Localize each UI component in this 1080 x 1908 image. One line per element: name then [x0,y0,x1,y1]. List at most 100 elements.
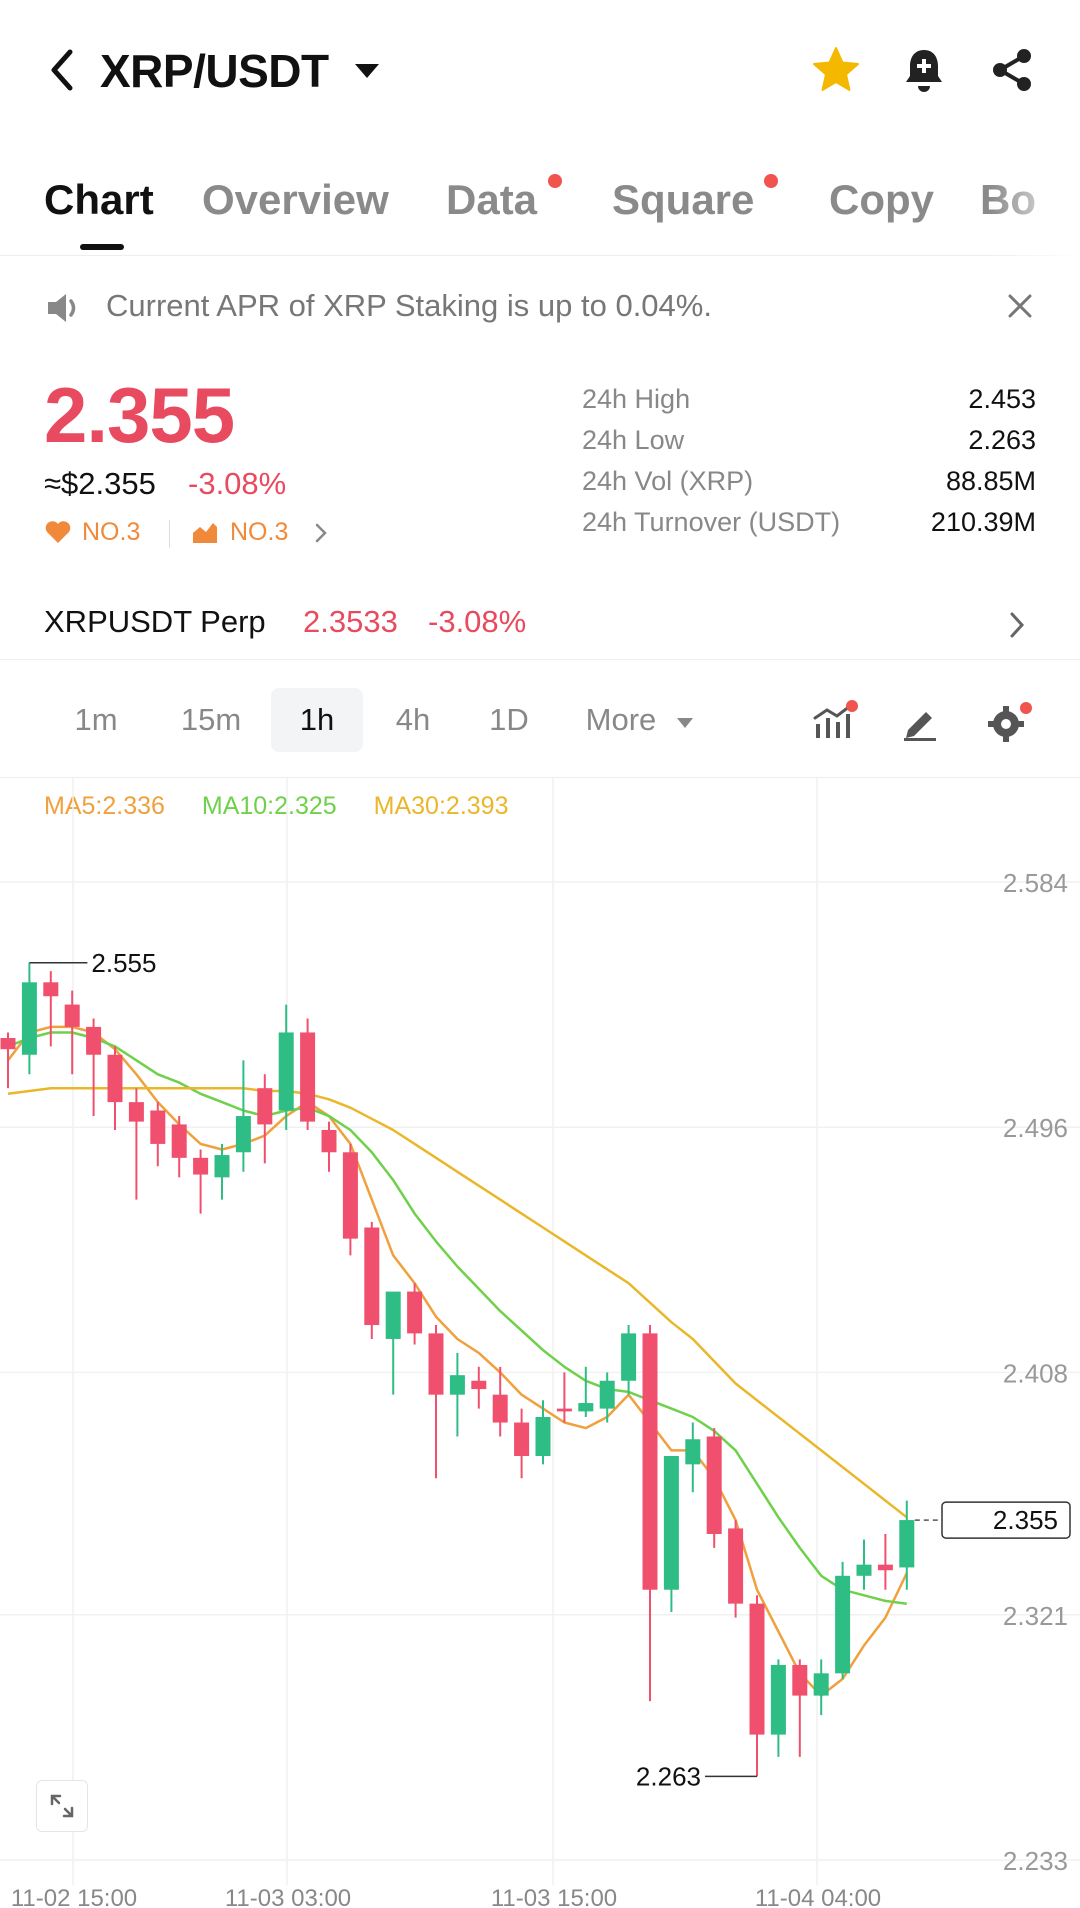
candle [770,1659,786,1757]
y-tick-label: 2.321 [1003,1601,1068,1631]
candle [428,1325,444,1479]
stat-label-turnover: 24h Turnover (USDT) [582,507,841,537]
candle [300,1018,316,1130]
low-price-label: 2.263 [636,1761,701,1791]
x-tick-label: 11-02 15:00 [11,1885,137,1908]
tab-copy[interactable]: Copy [829,176,934,223]
stat-label-high: 24h High [582,384,691,414]
candle [856,1539,872,1590]
chevron-right-icon[interactable] [314,522,328,544]
ma30-label: MA30:2.393 [373,792,509,820]
ma5-label: MA5:2.336 [44,792,165,820]
y-tick-label: 2.496 [1003,1113,1068,1143]
candle [471,1366,487,1409]
share-button[interactable] [986,44,1038,96]
candle-body [21,982,37,1055]
candle-body [749,1603,765,1735]
caret-down-icon[interactable] [352,60,382,82]
high-price-label: 2.555 [91,948,156,978]
draw-icon[interactable] [900,702,940,742]
rank-divider [169,520,170,548]
timeframe-4h[interactable]: 4h [395,702,431,737]
fullscreen-button[interactable] [36,1780,88,1832]
candle [171,1116,187,1178]
active-tab-indicator [80,244,124,250]
trending-rank-icon [193,523,217,543]
tab-chart[interactable]: Chart [44,176,154,223]
candle [514,1408,530,1479]
indicators-icon[interactable] [812,700,858,740]
x-tick-label: 11-03 15:00 [491,1885,617,1908]
candle-body [128,1102,144,1122]
candle-body [342,1152,358,1239]
candle [193,1149,209,1214]
price-alert-button[interactable] [898,44,950,96]
rank-badge-1[interactable]: NO.3 [82,518,141,546]
candle [407,1283,423,1345]
candle [792,1659,808,1757]
header: XRP/USDT [0,0,1080,140]
caret-down-icon[interactable] [676,717,694,729]
timeframe-15m[interactable]: 15m [180,702,242,737]
ma10-label: MA10:2.325 [201,792,337,820]
candle [107,1046,123,1130]
timeframe-1m[interactable]: 1m [74,702,118,737]
last-price: 2.355 [44,371,235,459]
candle [150,1102,166,1167]
perp-row[interactable]: XRPUSDT Perp 2.3533 -3.08% [0,590,1080,660]
favorite-button[interactable] [810,44,862,96]
candle-body [150,1110,166,1144]
pair-title[interactable]: XRP/USDT [100,45,329,97]
x-tick-label: 11-03 03:00 [225,1885,351,1908]
perp-price: 2.3533 [303,604,398,639]
tab-square-dot [764,174,778,188]
candle [43,971,59,1047]
speaker-icon [48,294,76,322]
notice-bar[interactable]: Current APR of XRP Staking is up to 0.04… [0,278,1080,338]
tab-data-dot [548,174,562,188]
candle [492,1366,508,1437]
tab-fade [990,160,1080,256]
rank-badge-2[interactable]: NO.3 [230,518,289,546]
tab-data[interactable]: Data [446,176,538,223]
settings-icon[interactable] [986,700,1034,744]
candle-body [835,1575,851,1674]
candle [835,1561,851,1679]
candle [257,1074,273,1164]
expand-icon [50,1794,74,1818]
timeframe-1d[interactable]: 1D [489,702,529,737]
candle [278,1004,294,1130]
price-change: -3.08% [188,466,287,501]
chart-svg[interactable]: 2.584 2.496 2.408 2.321 2.233 11-02 15:00 11-0… [0,778,1080,1908]
perp-name: XRPUSDT Perp [44,604,266,639]
stat-value-high: 2.453 [968,384,1036,414]
candle-body [856,1564,872,1576]
ma-line-ma10 [7,1031,907,1605]
back-button[interactable] [40,44,84,96]
y-tick-label: 2.233 [1003,1846,1068,1876]
candle [64,990,80,1075]
candle-body [514,1422,530,1456]
timeframe-bar: 1m 15m 1h 4h 1D More [0,660,1080,778]
tab-overview[interactable]: Overview [202,176,389,223]
candle-body [599,1380,615,1409]
candle [556,1372,572,1423]
candle [535,1400,551,1465]
candle [578,1366,594,1417]
ma-line-ma5 [7,1025,908,1697]
candle [749,1595,765,1777]
stat-value-turnover: 210.39M [930,507,1036,537]
timeframe-1h[interactable]: 1h [271,688,363,752]
candle-body [899,1520,915,1568]
candle-body [449,1375,465,1395]
candle [364,1221,380,1339]
back-icon [51,49,73,91]
candle [599,1372,615,1423]
candlestick-chart[interactable]: 2.584 2.496 2.408 2.321 2.233 11-02 15:00 11-0… [0,778,1080,1908]
candle-body [407,1291,423,1334]
candle [642,1325,658,1702]
timeframe-more[interactable]: More [585,702,657,737]
close-icon[interactable] [1006,292,1034,320]
tab-square[interactable]: Square [612,176,755,223]
candle [0,1032,16,1089]
